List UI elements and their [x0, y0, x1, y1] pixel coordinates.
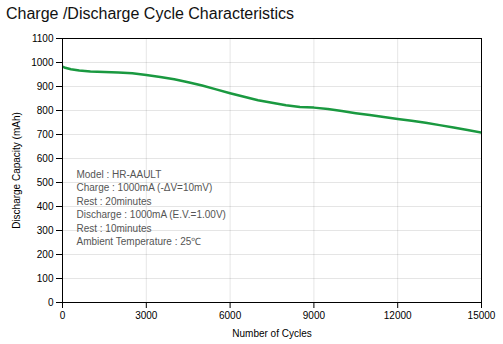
- svg-text:12000: 12000: [384, 310, 412, 321]
- svg-text:200: 200: [37, 249, 54, 260]
- svg-text:6000: 6000: [219, 310, 242, 321]
- svg-text:500: 500: [37, 177, 54, 188]
- html-text:Charge /Discharge Cycle Charac: Charge /Discharge Cycle Characteristics: [6, 5, 295, 22]
- svg-text:0: 0: [60, 310, 66, 321]
- svg-text:400: 400: [37, 201, 54, 212]
- svg-text:3000: 3000: [135, 310, 158, 321]
- svg-text:1100: 1100: [32, 33, 54, 44]
- svg-text:Model : HR-AAULTCharge : 1000m: Model : HR-AAULTCharge : 1000mA (-ΔV=10m…: [76, 169, 225, 247]
- svg-text:800: 800: [37, 105, 54, 116]
- svg-text:9000: 9000: [303, 310, 326, 321]
- svg-text:600: 600: [37, 153, 54, 164]
- svg-text:1000: 1000: [31, 57, 54, 68]
- svg-text:15000: 15000: [468, 310, 496, 321]
- svg-text:Discharge Capacity (mAh): Discharge Capacity (mAh): [11, 112, 22, 229]
- svg-text:900: 900: [37, 81, 54, 92]
- svg-text:700: 700: [37, 129, 54, 140]
- svg-text:0: 0: [48, 297, 54, 308]
- svg-text:100: 100: [37, 273, 54, 284]
- svg-text:Number of Cycles: Number of Cycles: [232, 328, 311, 339]
- svg-text:300: 300: [37, 225, 54, 236]
